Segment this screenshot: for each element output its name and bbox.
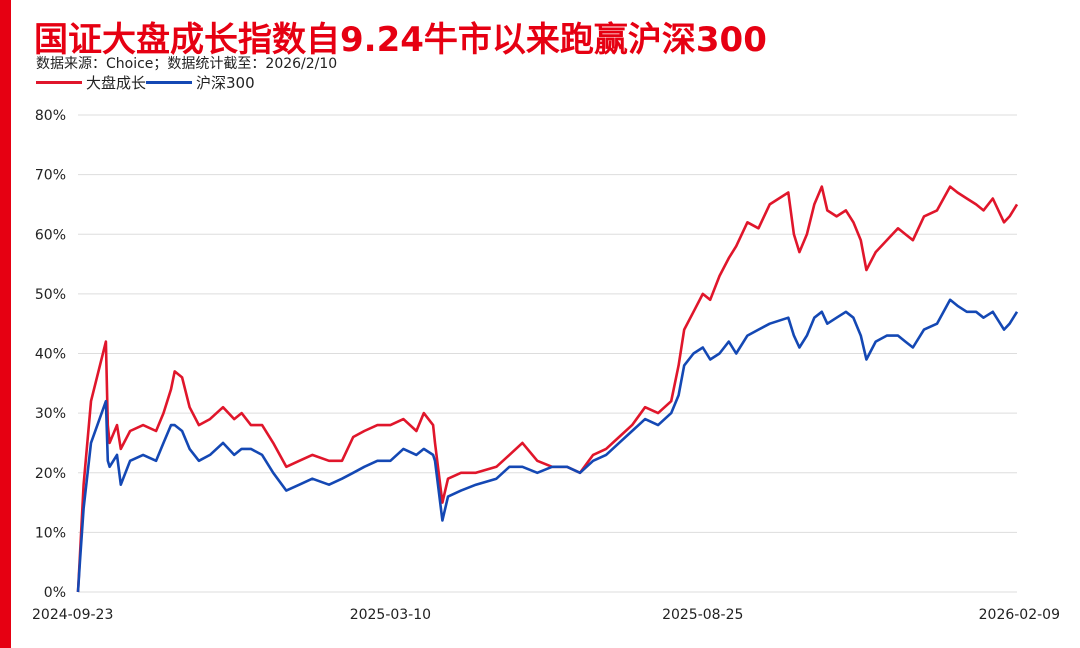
chart-title: 国证大盘成长指数自9.24牛市以来跑赢沪深300 bbox=[34, 20, 767, 60]
y-tick-label: 10% bbox=[35, 525, 66, 541]
y-tick-label: 0% bbox=[44, 585, 66, 601]
y-tick-label: 80% bbox=[35, 108, 66, 124]
y-tick-label: 70% bbox=[35, 168, 66, 184]
x-tick-label: 2025-08-25 bbox=[662, 607, 743, 623]
x-tick-label: 2026-02-09 bbox=[979, 607, 1060, 623]
x-tick-label: 2024-09-23 bbox=[32, 607, 113, 623]
legend-item-red: 大盘成长 bbox=[36, 72, 146, 93]
legend-swatch-red bbox=[36, 81, 82, 84]
accent-bar bbox=[0, 0, 11, 648]
data-source-note: 数据来源：Choice；数据统计截至：2026/2/10 bbox=[36, 56, 338, 72]
y-tick-label: 60% bbox=[35, 227, 66, 243]
y-tick-label: 50% bbox=[35, 287, 66, 303]
series-line-red bbox=[76, 185, 1019, 593]
y-tick-label: 40% bbox=[35, 347, 66, 363]
legend-swatch-blue bbox=[146, 81, 193, 84]
y-tick-label: 30% bbox=[35, 406, 66, 422]
legend-label-red: 大盘成长 bbox=[86, 74, 147, 92]
x-tick-label: 2025-03-10 bbox=[350, 607, 431, 623]
legend-item-blue: 沪深300 bbox=[146, 72, 255, 93]
legend: 大盘成长 沪深300 bbox=[36, 72, 255, 93]
legend-label-blue: 沪深300 bbox=[196, 74, 255, 92]
y-tick-label: 20% bbox=[35, 466, 66, 482]
series-line-blue bbox=[76, 298, 1019, 593]
